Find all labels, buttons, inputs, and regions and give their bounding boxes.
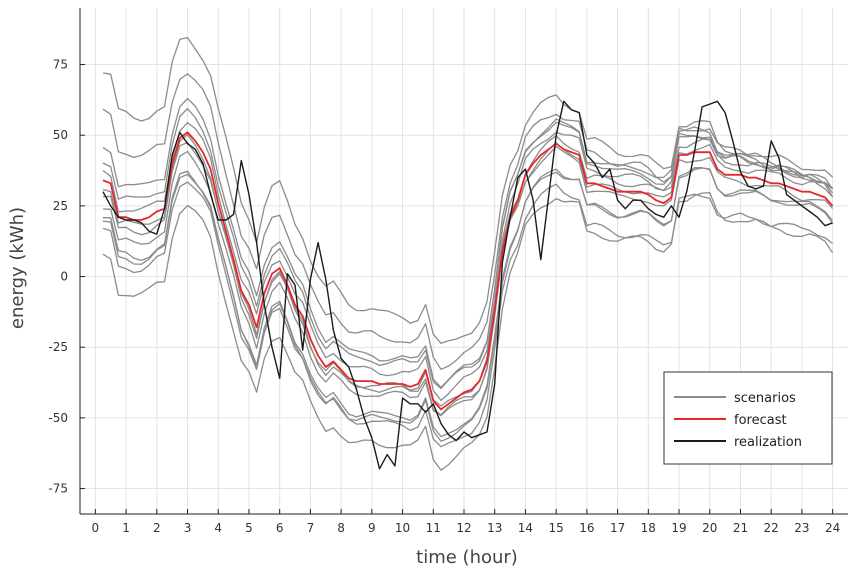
y-tick-label: 25: [53, 199, 68, 213]
legend-label-forecast: forecast: [734, 413, 787, 428]
scenario-line: [102, 193, 833, 471]
x-axis-title: time (hour): [416, 547, 518, 568]
scenario-line: [102, 108, 834, 390]
x-tick-label: 15: [549, 521, 564, 535]
x-tick-label: 4: [214, 521, 222, 535]
x-tick-label: 11: [426, 521, 441, 535]
x-tick-label: 12: [456, 521, 471, 535]
x-tick-label: 21: [733, 521, 748, 535]
x-tick-label: 20: [702, 521, 717, 535]
legend-label-scenarios: scenarios: [734, 391, 796, 406]
x-tick-label: 0: [92, 521, 100, 535]
x-tick-label: 2: [153, 521, 161, 535]
forecast-line: [102, 131, 834, 411]
y-tick-label: -75: [48, 482, 68, 496]
legend-label-realization: realization: [734, 435, 802, 450]
x-tick-label: 8: [337, 521, 345, 535]
scenario-line: [102, 167, 834, 442]
x-tick-label: 14: [518, 521, 533, 535]
y-tick-label: 75: [53, 58, 68, 72]
x-tick-label: 19: [671, 521, 686, 535]
scenario-line: [102, 73, 834, 370]
y-tick-label: 50: [53, 128, 68, 142]
x-tick-label: 9: [368, 521, 376, 535]
y-tick-label: -25: [48, 340, 68, 354]
x-tick-label: 3: [184, 521, 192, 535]
x-tick-label: 17: [610, 521, 625, 535]
x-tick-label: 1: [122, 521, 130, 535]
main-lines: [102, 100, 834, 470]
x-tick-label: 24: [825, 521, 840, 535]
scenario-line: [102, 134, 834, 416]
x-tick-label: 7: [307, 521, 315, 535]
realization-line: [102, 100, 833, 470]
x-tick-label: 18: [641, 521, 656, 535]
y-tick-label: -50: [48, 411, 68, 425]
scenario-line: [102, 122, 833, 402]
scenario-line: [102, 36, 834, 344]
legend: scenarios forecast realization: [663, 371, 833, 465]
y-tick-label: 0: [60, 270, 68, 284]
x-tick-label: 23: [794, 521, 809, 535]
x-tick-label: 16: [579, 521, 594, 535]
scenario-line: [102, 142, 834, 417]
x-tick-label: 6: [276, 521, 284, 535]
ticks: 0 1 2 3 4 5 6 7 8 9 10 11 12 13 14 15 16 17 18 19 20 21 22 23 24…: [48, 58, 840, 535]
y-axis-title: energy (kWh): [7, 207, 28, 329]
x-tick-label: 22: [764, 521, 779, 535]
x-tick-label: 5: [245, 521, 253, 535]
x-tick-label: 13: [487, 521, 502, 535]
x-tick-label: 10: [395, 521, 410, 535]
